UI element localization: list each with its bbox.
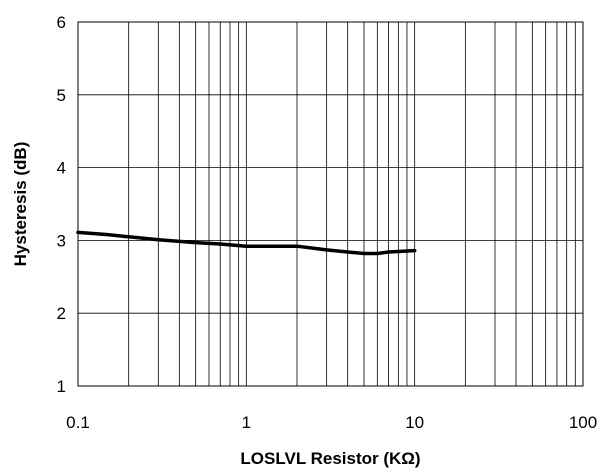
y-axis-title: Hysteresis (dB)	[11, 142, 30, 267]
y-tick-label: 5	[57, 86, 66, 105]
y-tick-labels: 1 2 3 4 5 6	[57, 13, 66, 396]
y-tick-label: 4	[57, 159, 66, 178]
x-tick-label: 0.1	[66, 413, 90, 432]
y-tick-label: 1	[57, 377, 66, 396]
y-tick-label: 2	[57, 304, 66, 323]
series-line	[76, 230, 417, 256]
plot-frame	[77, 21, 584, 387]
x-tick-label: 10	[405, 413, 424, 432]
x-tick-labels: 0.1 1 10 100	[66, 413, 597, 432]
x-axis-title: LOSLVL Resistor (KΩ)	[240, 449, 420, 468]
y-tick-label: 6	[57, 13, 66, 32]
x-tick-label: 1	[242, 413, 251, 432]
grid	[77, 21, 583, 387]
series-group	[76, 230, 417, 256]
y-tick-label: 3	[57, 231, 66, 250]
x-tick-label: 100	[569, 413, 597, 432]
